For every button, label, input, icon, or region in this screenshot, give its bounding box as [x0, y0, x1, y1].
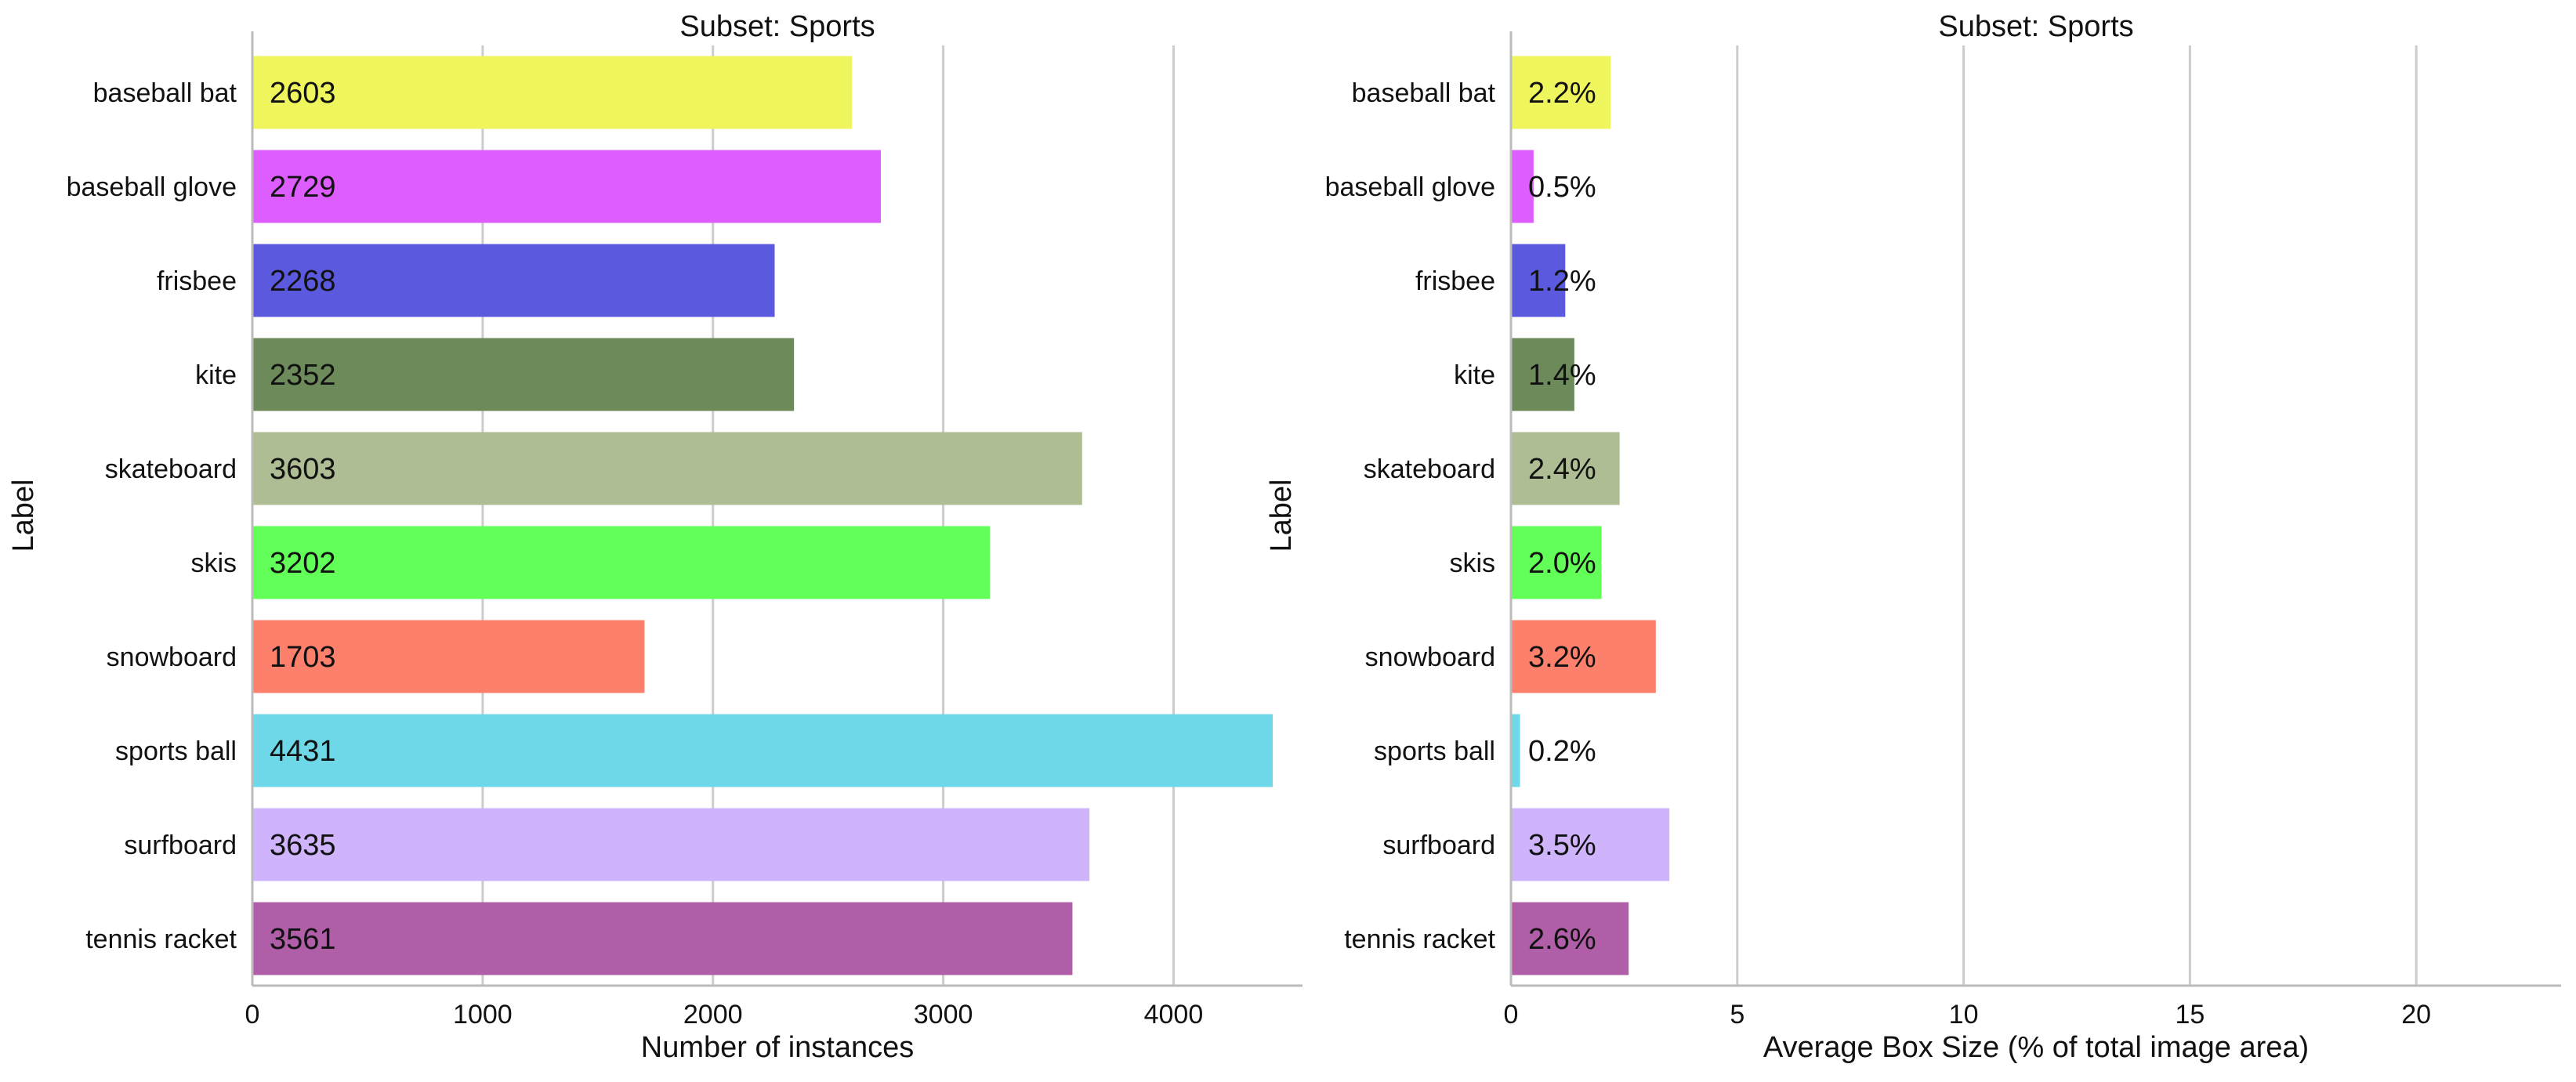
- left-category-label: snowboard: [107, 642, 237, 672]
- left-category-label: tennis racket: [85, 925, 237, 954]
- left-category-label: baseball glove: [67, 172, 237, 202]
- right-bar-sports-ball: [1511, 714, 1520, 787]
- left-value-label: 2268: [270, 265, 336, 298]
- right-value-label: 2.6%: [1528, 923, 1596, 956]
- left-value-label: 3635: [270, 829, 336, 862]
- right-category-label: tennis racket: [1344, 925, 1495, 954]
- right-x-tick-label: 10: [1949, 1000, 1979, 1030]
- left-value-label: 2603: [270, 77, 336, 110]
- right-chart-title: Subset: Sports: [1938, 10, 2133, 43]
- left-bar-baseball-glove: [252, 150, 881, 223]
- right-category-label: kite: [1454, 360, 1495, 390]
- right-bar-baseball-bat: [1511, 56, 1611, 129]
- left-bar-snowboard: [252, 620, 645, 693]
- left-category-label: frisbee: [157, 266, 237, 296]
- left-value-label: 1703: [270, 641, 336, 674]
- right-x-tick-label: 15: [2175, 1000, 2205, 1030]
- right-bar-skateboard: [1511, 432, 1620, 505]
- left-bar-surfboard: [252, 808, 1090, 881]
- right-value-label: 2.0%: [1528, 547, 1596, 580]
- right-bar-surfboard: [1511, 808, 1670, 881]
- right-category-label: surfboard: [1382, 830, 1495, 860]
- left-category-label: baseball bat: [93, 78, 237, 108]
- right-x-tick-label: 0: [1504, 1000, 1519, 1030]
- right-value-label: 2.2%: [1528, 77, 1596, 110]
- left-value-label: 2729: [270, 171, 336, 204]
- right-category-label: baseball bat: [1352, 78, 1496, 108]
- right-value-label: 3.5%: [1528, 829, 1596, 862]
- right-y-axis-label: Label: [1265, 479, 1298, 552]
- left-x-axis-label: Number of instances: [641, 1031, 915, 1064]
- left-value-label: 3561: [270, 923, 336, 956]
- left-bar-skateboard: [252, 432, 1082, 505]
- left-bar-tennis-racket: [252, 902, 1073, 975]
- left-value-label: 3603: [270, 453, 336, 486]
- right-x-tick-label: 20: [2401, 1000, 2431, 1030]
- right-value-label: 0.2%: [1528, 735, 1596, 768]
- right-category-label: snowboard: [1365, 642, 1495, 672]
- left-x-tick-label: 2000: [683, 1000, 743, 1030]
- right-value-label: 0.5%: [1528, 171, 1596, 204]
- right-category-label: sports ball: [1374, 736, 1495, 766]
- right-value-label: 1.2%: [1528, 265, 1596, 298]
- right-bar-skis: [1511, 526, 1602, 599]
- right-bar-tennis-racket: [1511, 902, 1629, 975]
- right-bar-snowboard: [1511, 620, 1656, 693]
- left-category-label: sports ball: [115, 736, 237, 766]
- left-value-label: 4431: [270, 735, 336, 768]
- left-category-label: skateboard: [105, 454, 237, 484]
- left-value-label: 2352: [270, 359, 336, 392]
- left-value-label: 3202: [270, 547, 336, 580]
- left-bar-sports-ball: [252, 714, 1274, 787]
- right-category-label: skis: [1449, 548, 1495, 578]
- right-x-tick-label: 5: [1730, 1000, 1745, 1030]
- left-bar-kite: [252, 338, 795, 411]
- left-x-tick-label: 0: [245, 1000, 260, 1030]
- right-category-label: frisbee: [1415, 266, 1495, 296]
- right-category-label: skateboard: [1364, 454, 1495, 484]
- right-bar-kite: [1511, 338, 1574, 411]
- right-value-label: 2.4%: [1528, 453, 1596, 486]
- left-category-label: surfboard: [124, 830, 237, 860]
- left-category-label: kite: [195, 360, 237, 390]
- right-value-label: 3.2%: [1528, 641, 1596, 674]
- right-value-label: 1.4%: [1528, 359, 1596, 392]
- left-x-tick-label: 3000: [914, 1000, 973, 1030]
- left-y-axis-label: Label: [7, 479, 40, 552]
- right-x-axis-label: Average Box Size (% of total image area): [1763, 1031, 2309, 1064]
- left-x-tick-label: 1000: [453, 1000, 513, 1030]
- left-bar-skis: [252, 526, 990, 599]
- right-bar-frisbee: [1511, 244, 1566, 317]
- right-bar-baseball-glove: [1511, 150, 1534, 223]
- right-category-label: baseball glove: [1325, 172, 1495, 202]
- left-x-tick-label: 4000: [1144, 1000, 1204, 1030]
- left-chart-title: Subset: Sports: [679, 10, 875, 43]
- left-category-label: skis: [190, 548, 237, 578]
- left-bar-baseball-bat: [252, 56, 852, 129]
- left-bar-frisbee: [252, 244, 775, 317]
